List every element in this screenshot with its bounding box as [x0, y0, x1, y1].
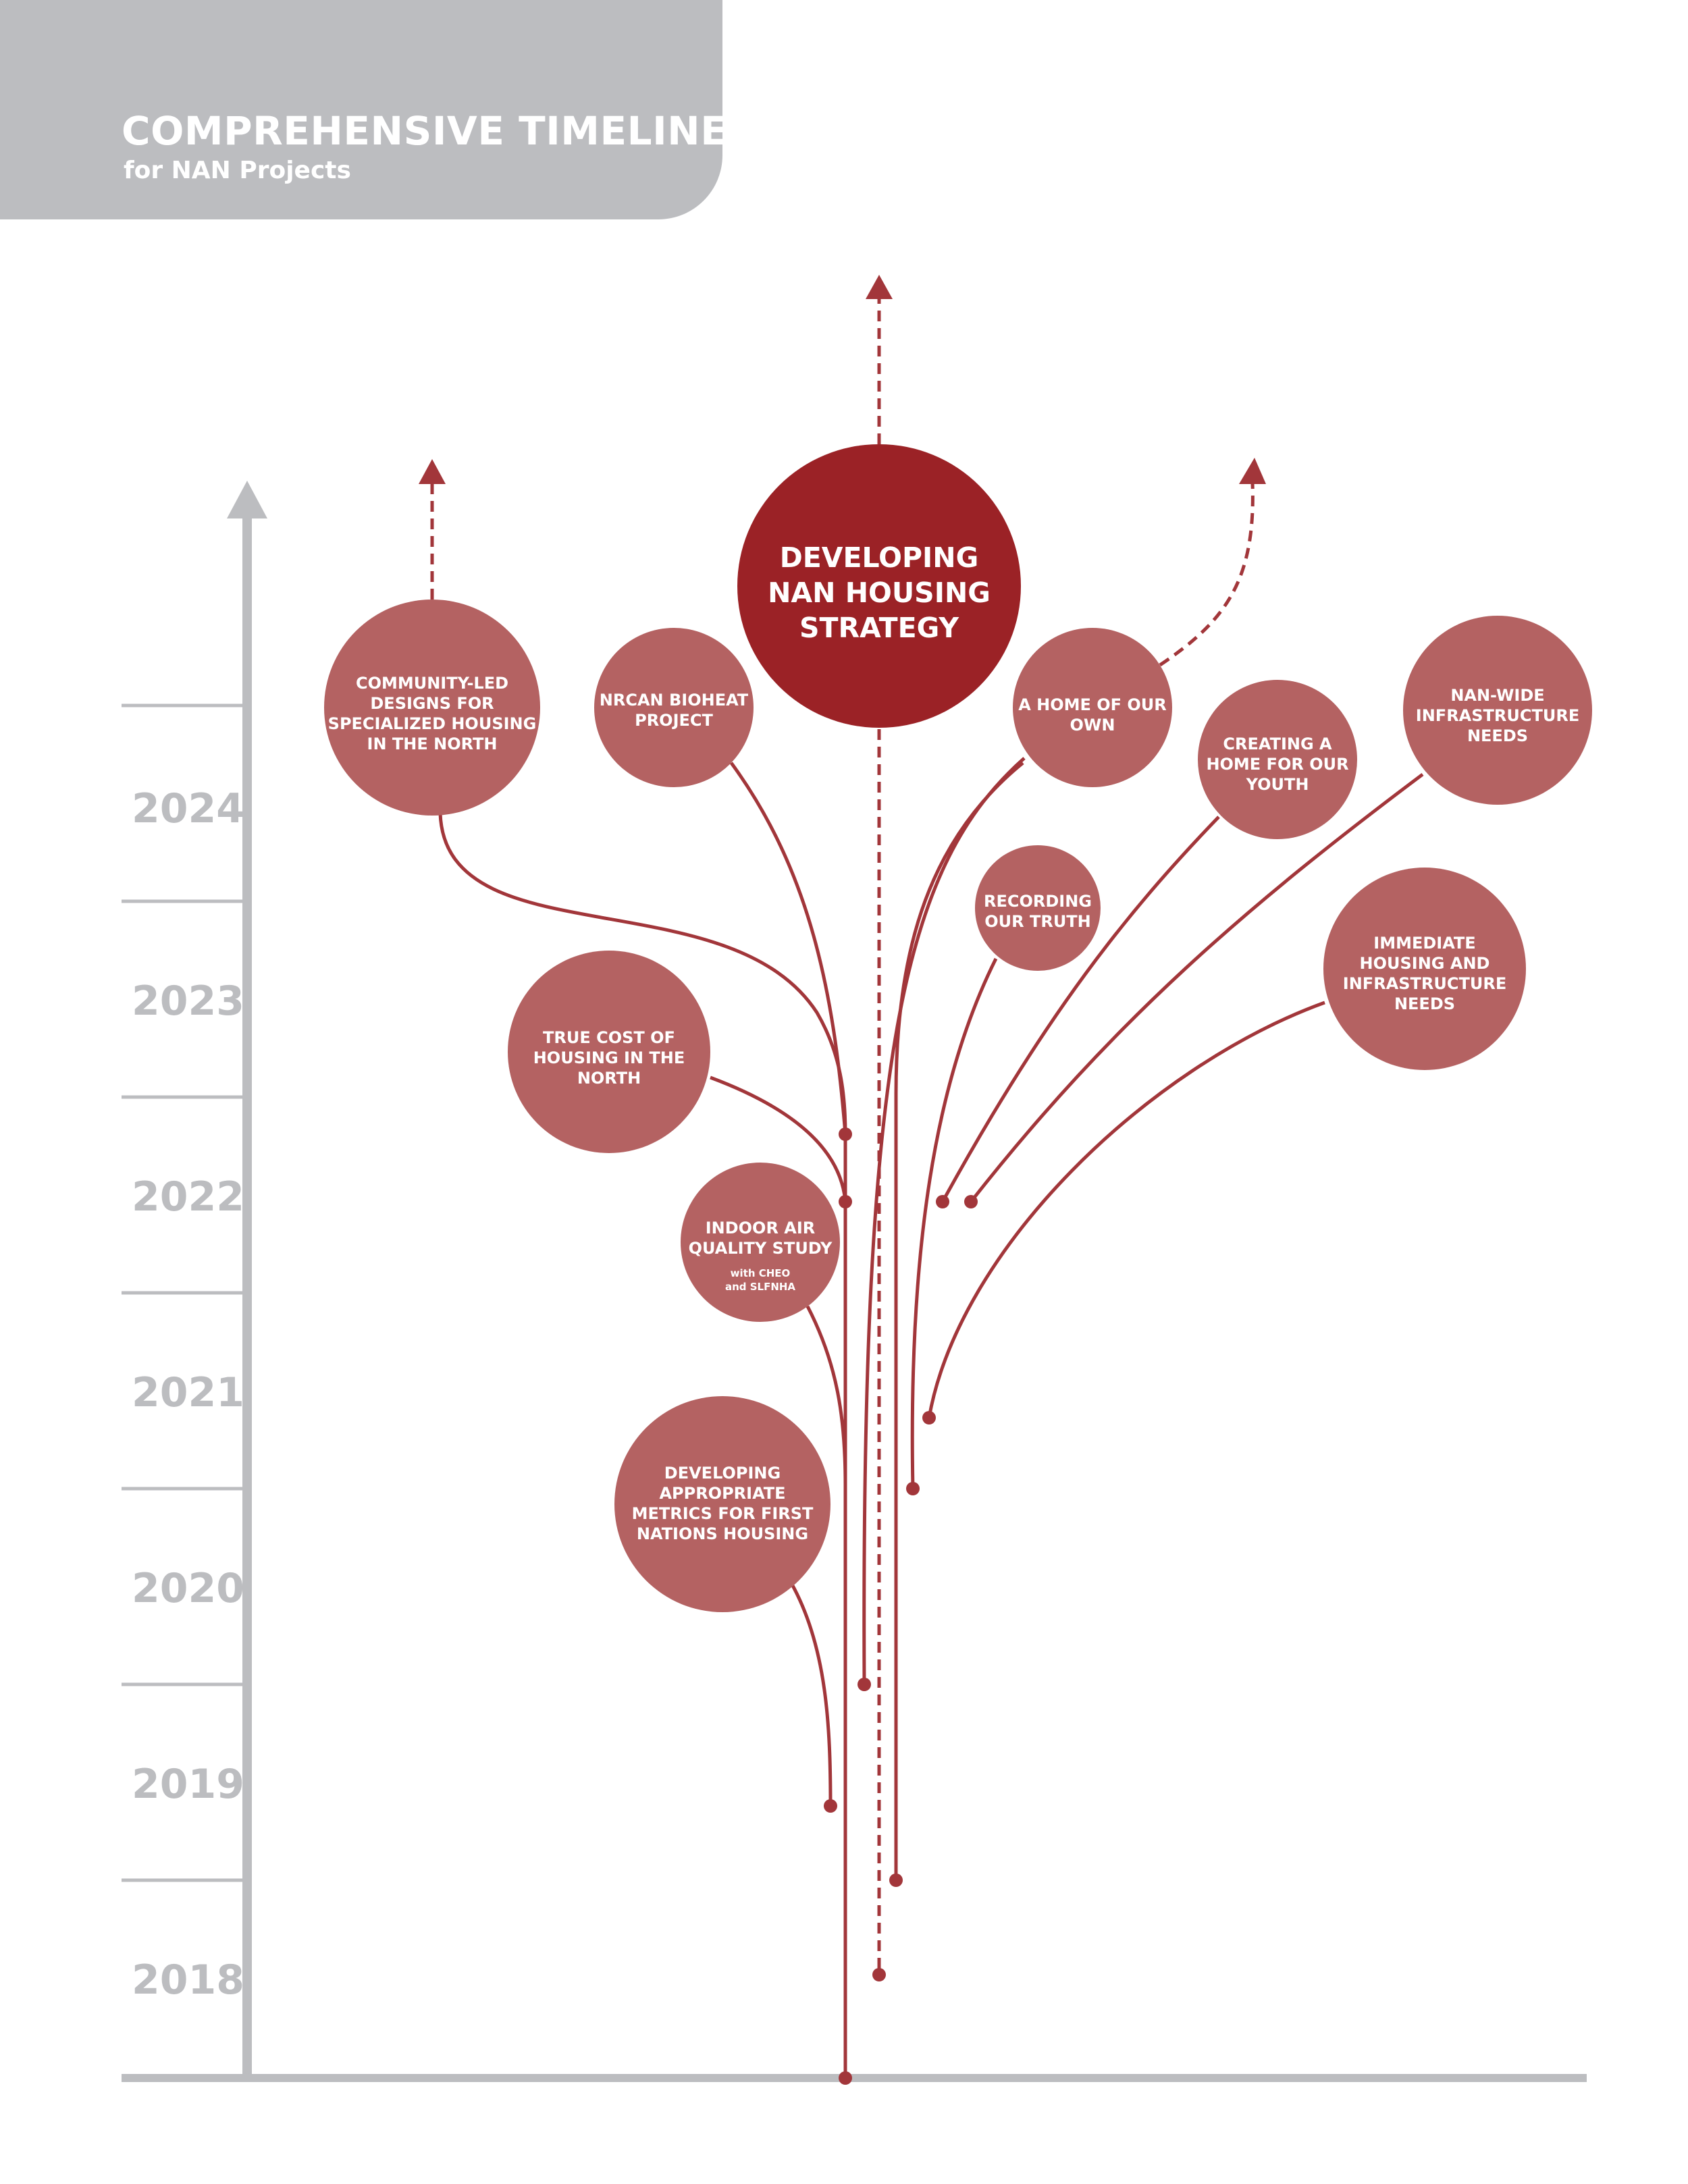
node-label: OWN	[1070, 716, 1115, 735]
year-label: 2018	[132, 1956, 244, 2004]
connector-lines	[438, 757, 1424, 2076]
node-label: QUALITY STUDY	[689, 1239, 833, 1258]
year-label: 2020	[132, 1565, 244, 1612]
node-label: PROJECT	[635, 711, 713, 730]
year-label: 2019	[132, 1761, 244, 1808]
node-label: YOUTH	[1246, 775, 1309, 794]
node-label: NORTH	[577, 1069, 641, 1088]
node-sublabel: with CHEO	[731, 1267, 791, 1279]
node-label: CREATING A	[1223, 735, 1332, 753]
node-label: IN THE NORTH	[367, 735, 498, 753]
node-label: INDOOR AIR	[706, 1219, 816, 1237]
node-label: NAN HOUSING	[768, 577, 991, 609]
node-metrics: DEVELOPING APPROPRIATE METRICS FOR FIRST…	[614, 1396, 830, 1612]
node-community-led: COMMUNITY-LED DESIGNS FOR SPECIALIZED HO…	[324, 600, 540, 816]
node-label: STRATEGY	[799, 612, 959, 644]
node-label: A HOME OF OUR	[1018, 695, 1167, 714]
node-label: INFRASTRUCTURE	[1416, 706, 1579, 725]
year-label: 2024	[132, 785, 244, 832]
node-true-cost: TRUE COST OF HOUSING IN THE NORTH	[508, 951, 710, 1153]
node-home-of-our-own: A HOME OF OUR OWN	[1013, 628, 1172, 787]
node-label: HOUSING IN THE	[533, 1048, 685, 1067]
node-immediate-housing: IMMEDIATE HOUSING AND INFRASTRUCTURE NEE…	[1323, 868, 1526, 1070]
dashed-arrows	[430, 297, 1255, 1975]
node-label: TRUE COST OF	[543, 1028, 675, 1047]
node-label: HOME FOR OUR	[1206, 755, 1348, 774]
page-subtitle: for NAN Projects	[124, 157, 351, 184]
node-sublabel: and SLFNHA	[725, 1281, 795, 1293]
node-label: IMMEDIATE	[1373, 934, 1475, 953]
node-label: NAN-WIDE	[1450, 686, 1544, 705]
node-label: INFRASTRUCTURE	[1343, 974, 1506, 993]
year-labels: 2024 2023 2022 2021 2020 2019 2018	[132, 785, 244, 2004]
node-recording-truth: RECORDING OUR TRUTH	[975, 845, 1101, 971]
year-label: 2023	[132, 978, 244, 1025]
node-label: DEVELOPING	[780, 541, 979, 574]
node-label: COMMUNITY-LED	[356, 674, 508, 693]
node-label: NATIONS HOUSING	[637, 1524, 808, 1543]
node-label: HOUSING AND	[1360, 954, 1490, 973]
node-nan-wide: NAN-WIDE INFRASTRUCTURE NEEDS	[1403, 616, 1592, 805]
page-title: COMPREHENSIVE TIMELINE	[122, 108, 728, 154]
node-label: DEVELOPING	[664, 1464, 781, 1483]
node-label: OUR TRUTH	[984, 912, 1091, 931]
node-indoor-air: INDOOR AIR QUALITY STUDY with CHEO and S…	[681, 1163, 840, 1322]
y-axis-arrow-icon	[227, 481, 267, 518]
node-label: NEEDS	[1467, 726, 1528, 745]
node-label: RECORDING	[984, 892, 1092, 911]
node-creating-home-youth: CREATING A HOME FOR OUR YOUTH	[1198, 680, 1357, 839]
y-axis	[227, 481, 267, 2078]
node-label: NRCAN BIOHEAT	[600, 691, 749, 710]
arrow-up-icon	[866, 275, 893, 299]
node-center: DEVELOPING NAN HOUSING STRATEGY	[737, 444, 1021, 728]
node-label: METRICS FOR FIRST	[632, 1504, 814, 1523]
header-banner: COMPREHENSIVE TIMELINE for NAN Projects	[0, 0, 727, 219]
node-label: NEEDS	[1394, 994, 1455, 1013]
node-label: APPROPRIATE	[659, 1484, 785, 1503]
node-nrcan: NRCAN BIOHEAT PROJECT	[594, 628, 754, 787]
node-label: DESIGNS FOR	[370, 694, 494, 713]
year-label: 2022	[132, 1173, 244, 1221]
node-label: SPECIALIZED HOUSING	[328, 714, 537, 733]
endpoint-dots	[824, 1127, 978, 2085]
arrow-up-icon	[1239, 458, 1266, 484]
year-dividers	[122, 703, 243, 1882]
arrow-up-icon	[419, 459, 446, 484]
year-label: 2021	[132, 1369, 244, 1416]
